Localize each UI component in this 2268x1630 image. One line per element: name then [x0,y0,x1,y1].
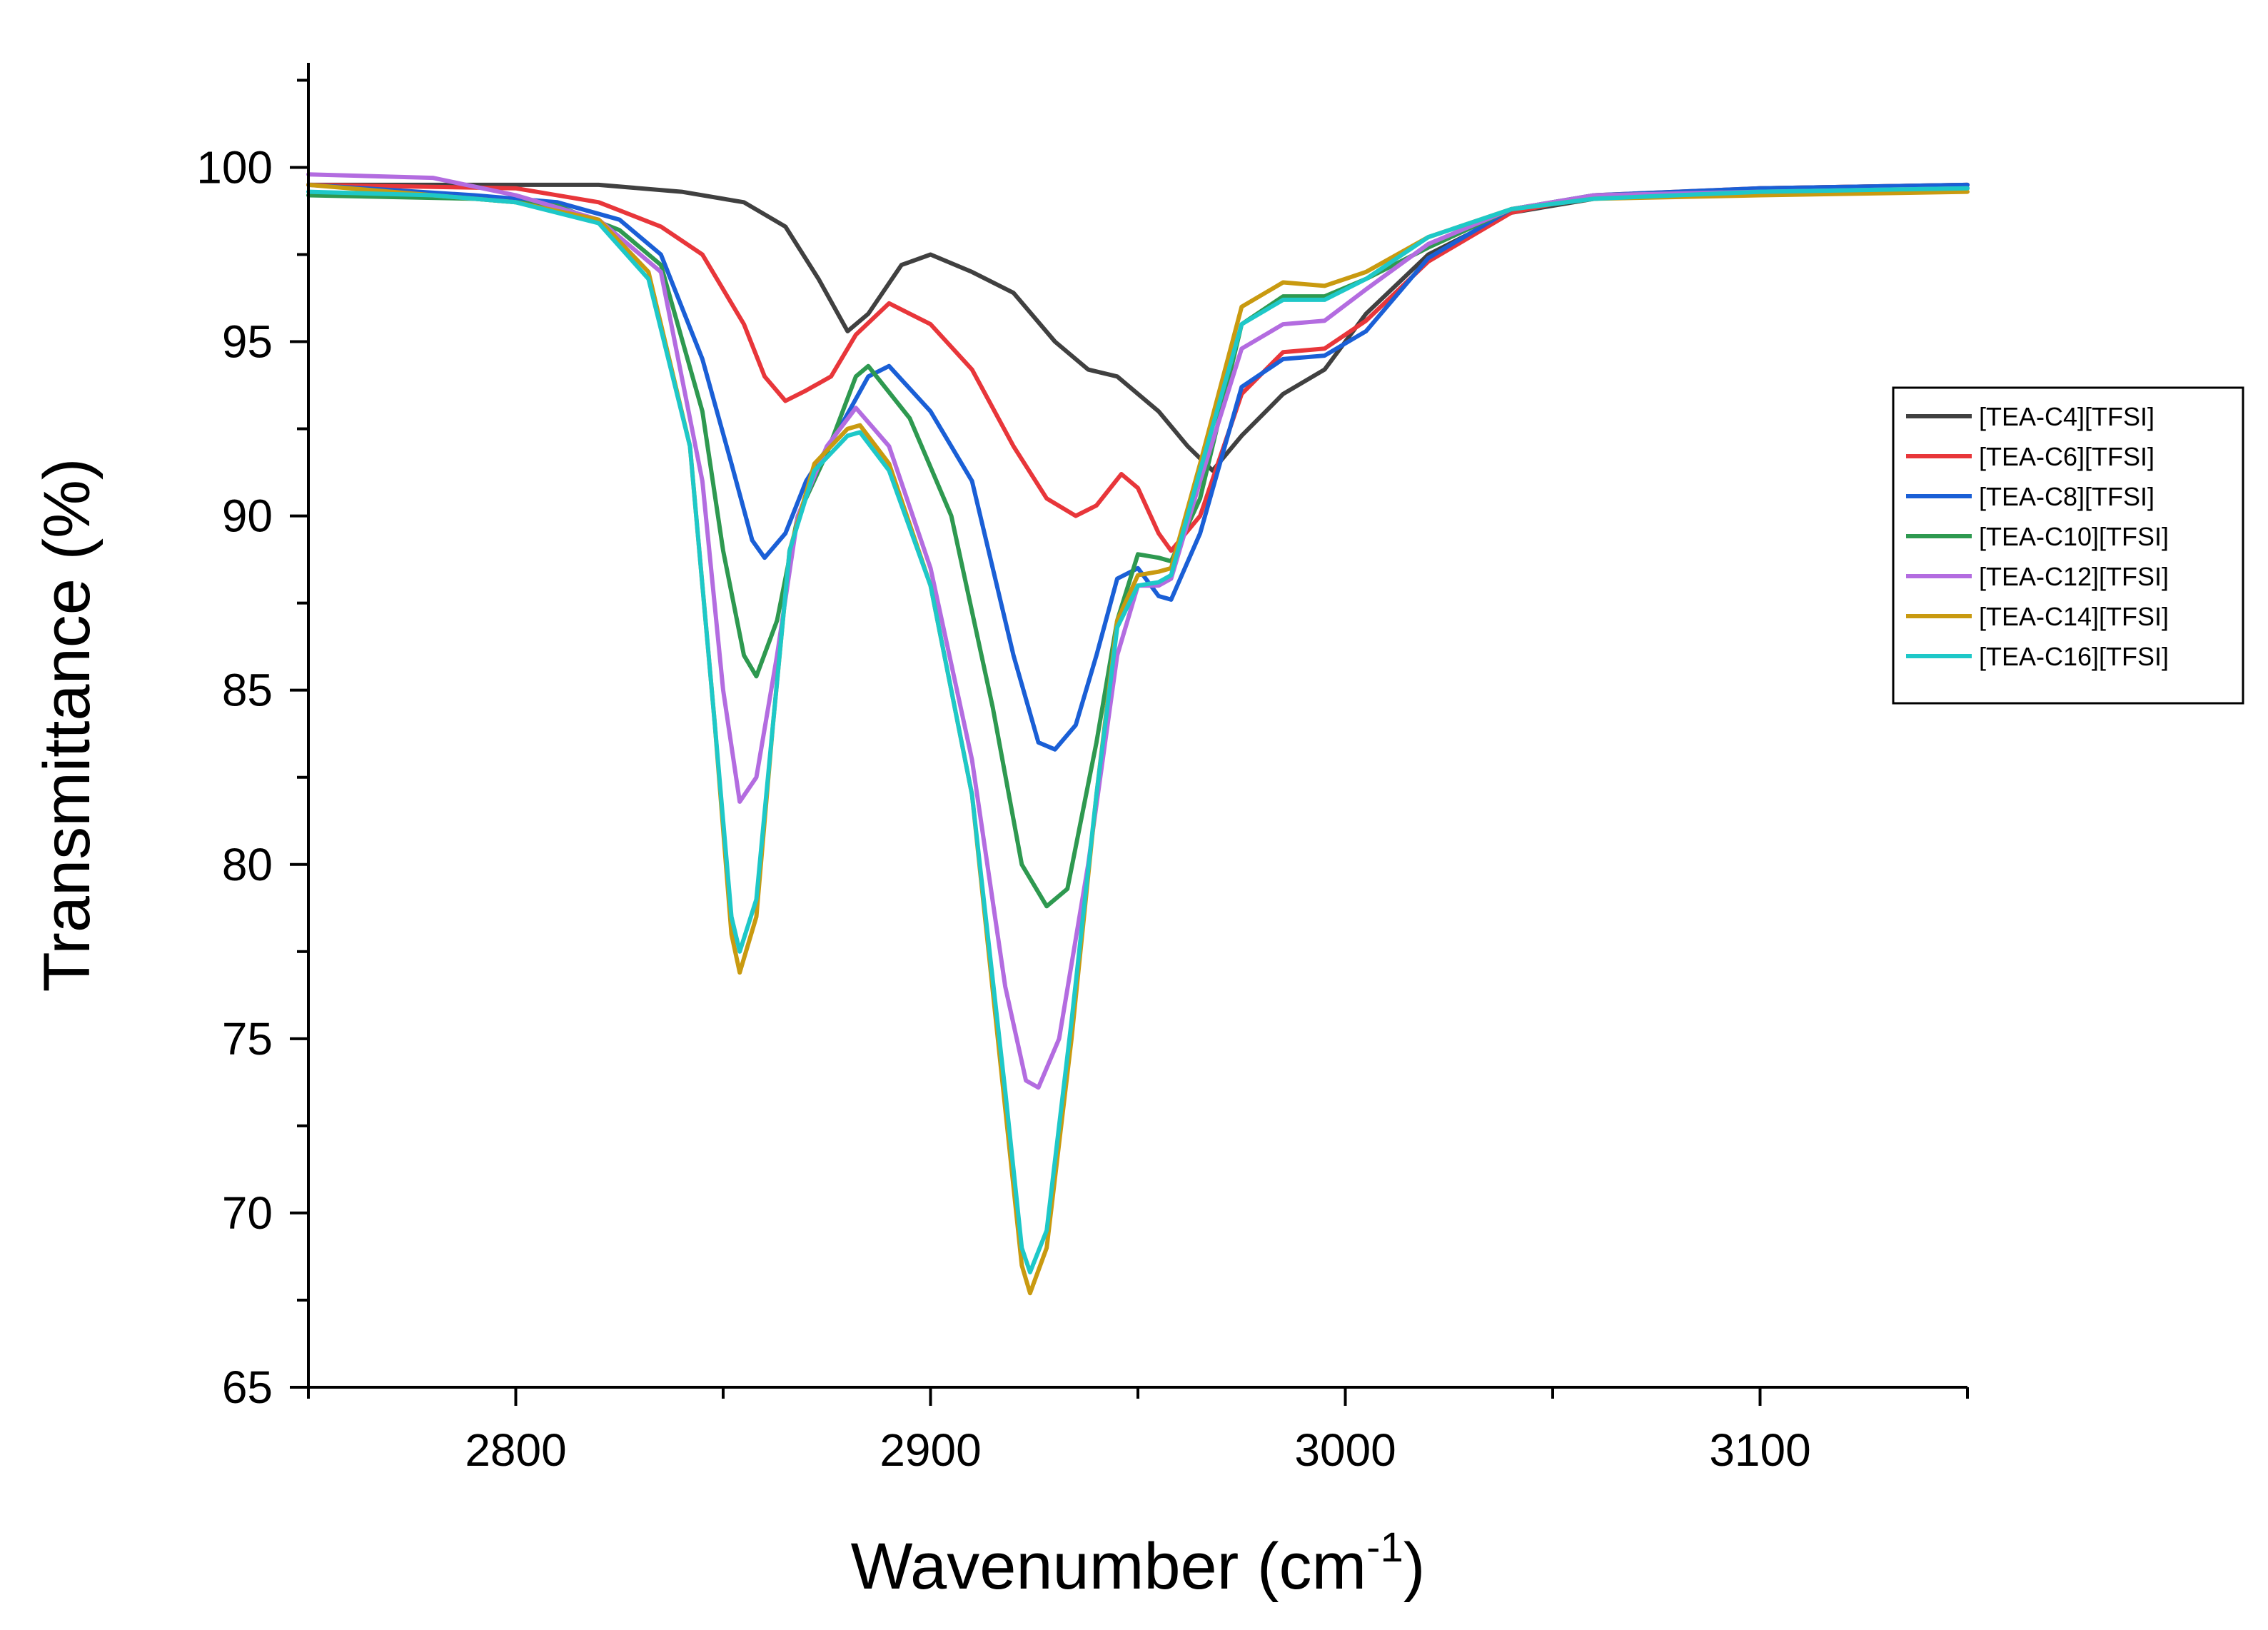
series-layer [306,172,1970,1296]
series-line-4 [306,186,1970,909]
y-tick-label: 70 [222,1187,273,1239]
y-tick-label: 95 [222,316,273,368]
x-axis-title: Wavenumber (cm-1) [851,1524,1426,1603]
x-tick-label: 3100 [1709,1424,1810,1476]
series-line-7 [306,186,1970,1274]
y-tick-label: 85 [222,665,273,716]
x-tick-label: 2900 [880,1424,981,1476]
series-line-2 [306,182,1970,553]
y-tick-label: 65 [222,1362,273,1413]
legend-label: [TEA-C6][TFSI] [1979,442,2154,471]
x-axis-title-superscript: -1 [1366,1524,1403,1571]
y-tick-label: 80 [222,839,273,890]
legend-label: [TEA-C8][TFSI] [1979,482,2154,511]
x-tick-label: 3000 [1294,1424,1396,1476]
y-tick-label: 90 [222,490,273,542]
axes-layer [307,63,1967,1389]
y-tick-label: 75 [222,1013,273,1065]
y-tick-label: 100 [196,141,273,193]
legend-label: [TEA-C10][TFSI] [1979,522,2169,551]
series-line-6 [306,182,1970,1296]
legend-label: [TEA-C12][TFSI] [1979,562,2169,591]
series-line-5 [306,172,1970,1090]
legend-label: [TEA-C14][TFSI] [1979,602,2169,631]
ticks-layer: 2800 2900 3000 3100 65 70 75 80 85 90 95 100 [196,79,1969,1476]
x-tick-label: 2800 [465,1424,566,1476]
legend-label: [TEA-C16][TFSI] [1979,642,2169,671]
legend: [TEA-C4][TFSI] [TEA-C6][TFSI] [TEA-C8][TFS… [1892,386,2244,705]
x-axis-title-main: Wavenumber (cm [851,1530,1367,1603]
x-axis-title-close: ) [1403,1530,1426,1603]
legend-box [1892,386,2244,705]
legend-label: [TEA-C4][TFSI] [1979,402,2154,431]
series-line-3 [306,182,1970,752]
y-axis-title: Transmittance (%) [31,458,104,992]
series-line-1 [306,182,1970,473]
